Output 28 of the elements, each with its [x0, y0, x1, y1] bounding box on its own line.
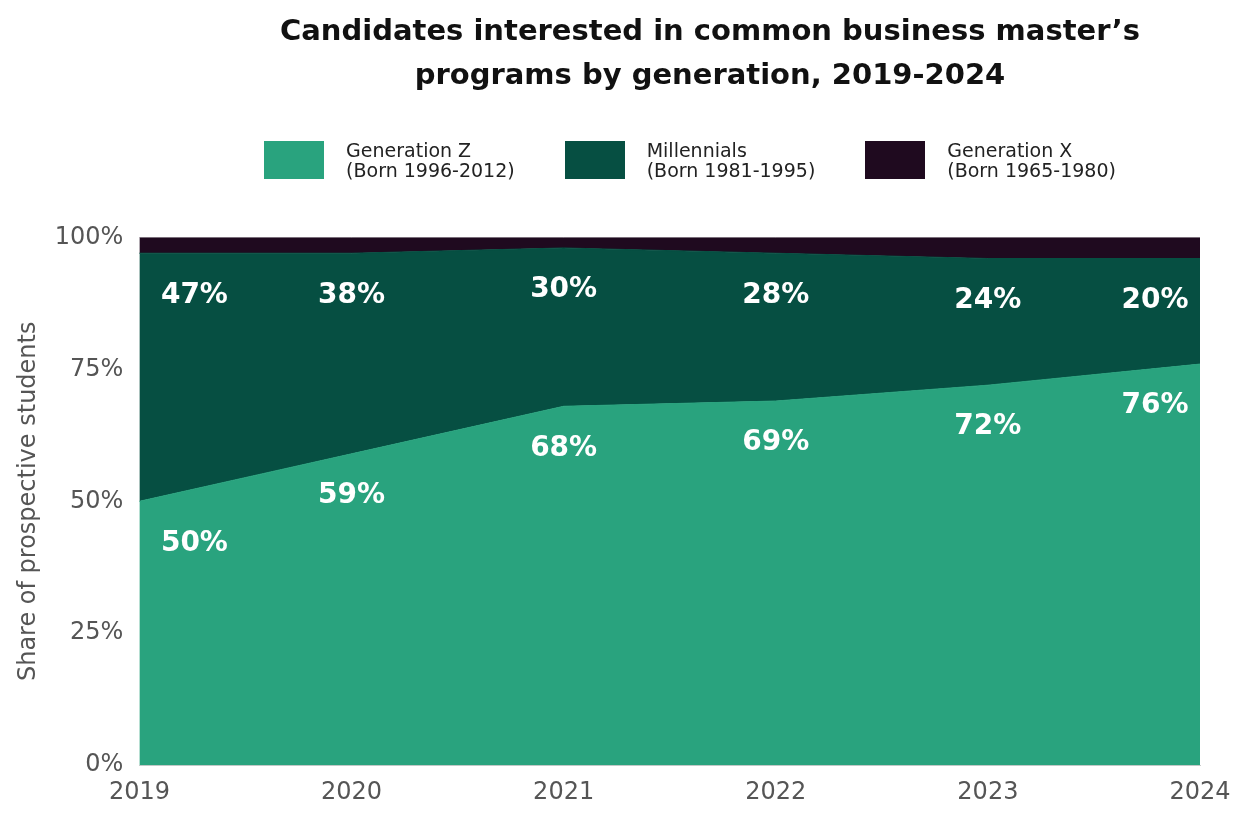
x-tick-label: 2024	[1169, 776, 1231, 805]
x-tick-label: 2019	[108, 776, 170, 805]
y-axis-title: Share of prospective students	[12, 321, 41, 682]
data-label: 28%	[742, 276, 810, 310]
legend-label: Generation X (Born 1965-1980)	[947, 139, 1116, 181]
data-label: 20%	[1121, 281, 1189, 315]
y-tick-label: 25%	[70, 617, 124, 646]
y-tick-label: 50%	[70, 485, 124, 514]
data-label: 72%	[954, 408, 1022, 442]
data-label: 68%	[530, 429, 598, 463]
data-label: 38%	[318, 276, 386, 310]
y-tick-label: 0%	[85, 749, 124, 778]
data-label: 59%	[318, 477, 386, 511]
y-tick-label: 100%	[54, 221, 124, 250]
x-tick-label: 2023	[957, 776, 1019, 805]
data-label: 47%	[160, 276, 228, 310]
legend-label: Generation Z (Born 1996-2012)	[346, 139, 515, 181]
y-tick-label: 75%	[70, 353, 124, 382]
x-tick-label: 2022	[745, 776, 807, 805]
data-label: 69%	[742, 424, 810, 458]
data-label: 30%	[530, 271, 598, 305]
chart-title: Candidates interested in common business master’s programs by generation, 2019-2024	[279, 12, 1141, 93]
x-tick-label: 2021	[533, 776, 595, 805]
data-label: 76%	[1121, 387, 1189, 421]
data-label: 50%	[160, 524, 228, 558]
legend-label: Millennials (Born 1981-1995)	[646, 139, 816, 181]
x-tick-label: 2020	[320, 776, 383, 805]
data-label: 24%	[954, 281, 1022, 315]
